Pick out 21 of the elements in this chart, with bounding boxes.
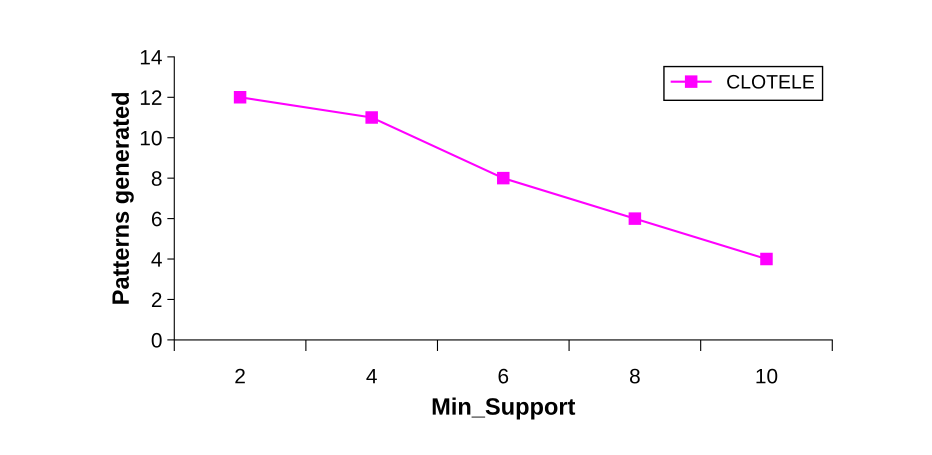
x-tick-label: 8 (630, 368, 640, 384)
legend-label: CLOTELE (727, 74, 814, 89)
x-tick-label: 6 (498, 368, 508, 384)
x-axis-title: Min_Support (432, 398, 576, 420)
y-tick-label: 4 (151, 252, 162, 267)
y-tick-label: 2 (152, 292, 162, 308)
y-tick-label: 14 (140, 50, 162, 64)
y-tick-label: 10 (140, 130, 162, 146)
point (760, 252, 773, 266)
y-tick-label: 8 (152, 171, 162, 186)
x-tick-label: 10 (756, 368, 778, 384)
point (234, 91, 246, 104)
point (628, 212, 642, 225)
x-tick-label: 4 (366, 368, 377, 384)
x-tick-label: 2 (235, 368, 245, 384)
point (365, 111, 378, 124)
y-tick-label: 0 (152, 332, 162, 348)
y-axis-title: Patterns generated (112, 92, 134, 304)
point (497, 172, 510, 184)
y-tick-label: 6 (152, 212, 162, 226)
y-tick-label: 12 (140, 90, 162, 105)
